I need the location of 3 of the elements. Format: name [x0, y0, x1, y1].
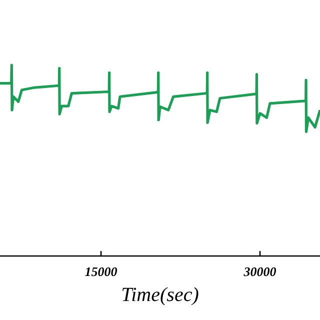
x-axis-title: Time(sec)	[121, 284, 200, 306]
x-tick-label: 30000	[242, 264, 277, 279]
x-tick-label: 15000	[84, 264, 118, 279]
